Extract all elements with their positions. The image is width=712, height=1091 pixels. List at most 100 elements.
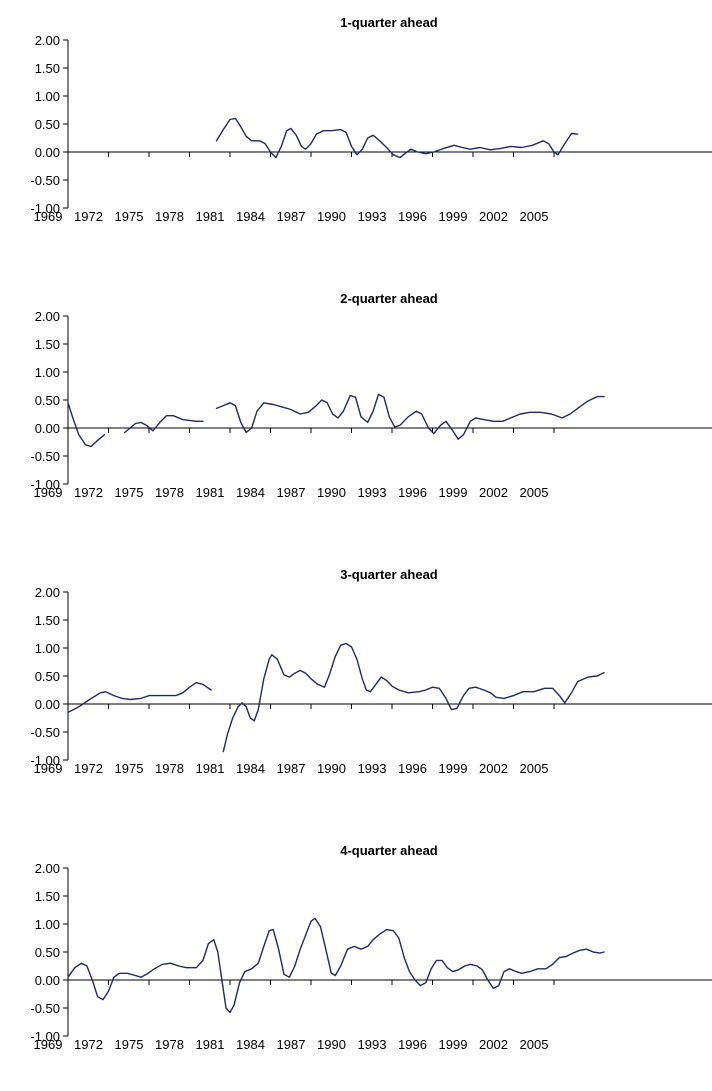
x-tick-label: 1990 [317,485,346,500]
chart-title: 1-quarter ahead [340,15,438,30]
y-tick-label: 2.00 [35,861,60,876]
y-tick-label: 0.50 [35,669,60,684]
x-tick-label: 1993 [358,1037,387,1052]
x-tick-label: 1972 [74,485,103,500]
x-tick-label: 1978 [155,485,184,500]
series-line [68,402,106,448]
x-tick-label: 1984 [236,1037,265,1052]
y-tick-label: 1.00 [35,917,60,932]
y-tick-label: -1.00 [30,201,60,216]
x-tick-label: 1999 [439,1037,468,1052]
series-line [68,682,212,714]
series-group [68,917,605,1014]
x-tick-label: 1990 [317,761,346,776]
chart-panel-4: 4-quarter ahead 2.00 1.50 1.00 0.50 0.00 -0.50… [30,843,712,1052]
x-tick-label: 1987 [277,761,306,776]
x-tick-label: 1987 [277,485,306,500]
y-tick-label: -0.50 [30,1001,60,1016]
series-line [222,642,605,753]
x-tick-label: 1999 [439,485,468,500]
series-line [215,117,579,159]
series-group [215,117,579,159]
y-tick-label: -1.00 [30,1029,60,1044]
x-tick-label: 1984 [236,761,265,776]
x-tick-label: 1978 [155,1037,184,1052]
y-tick-label: 1.00 [35,89,60,104]
x-tick-label: 1981 [196,209,225,224]
x-tick-label: 1984 [236,485,265,500]
x-tick-label: 1969 [34,485,63,500]
x-tick-label: 1975 [115,761,144,776]
y-tick-label: -1.00 [30,477,60,492]
x-tick-label: 1987 [277,209,306,224]
x-tick-label: 1972 [74,209,103,224]
x-tick-label: 1996 [398,485,427,500]
y-tick-label: 1.50 [35,61,60,76]
x-tick-label: 2005 [520,485,549,500]
y-tick-label: 0.00 [35,973,60,988]
series-line [124,415,204,434]
x-tick-label: 2005 [520,209,549,224]
x-tick-label: 1993 [358,209,387,224]
x-tick-label: 2005 [520,1037,549,1052]
chart-title: 4-quarter ahead [340,843,438,858]
y-tick-label: 1.50 [35,889,60,904]
y-tick-label: 0.00 [35,697,60,712]
y-tick-label: 2.00 [35,585,60,600]
x-tick-label: 2005 [520,761,549,776]
x-tick-label: 2002 [479,209,508,224]
y-tick-label: 1.00 [35,365,60,380]
y-tick-label: 0.00 [35,421,60,436]
series-line [68,917,605,1014]
y-tick-label: 2.00 [35,33,60,48]
x-tick-label: 2002 [479,761,508,776]
y-tick-label: 1.50 [35,613,60,628]
x-tick-label: 1981 [196,1037,225,1052]
x-tick-label: 1993 [358,485,387,500]
x-tick-label: 1972 [74,1037,103,1052]
y-tick-label: -0.50 [30,173,60,188]
chart-title: 2-quarter ahead [340,291,438,306]
x-tick-label: 1999 [439,761,468,776]
series-group [68,393,605,448]
x-tick-label: 1978 [155,209,184,224]
x-tick-label: 1975 [115,1037,144,1052]
chart-panel-2: 2-quarter ahead 2.00 1.50 1.00 0.50 0.00 -0.50… [30,291,712,500]
y-tick-label: 0.50 [35,393,60,408]
x-tick-label: 1987 [277,1037,306,1052]
x-tick-label: 1975 [115,485,144,500]
y-tick-label: 0.50 [35,945,60,960]
x-tick-label: 1996 [398,761,427,776]
x-tick-label: 1969 [34,761,63,776]
x-tick-label: 1990 [317,209,346,224]
series-group [68,642,605,753]
y-tick-label: -0.50 [30,725,60,740]
y-tick-label: 1.50 [35,337,60,352]
chart-panel-3: 3-quarter ahead 2.00 1.50 1.00 0.50 0.00 -0.50… [30,567,712,776]
x-tick-label: 2002 [479,1037,508,1052]
x-tick-label: 1972 [74,761,103,776]
x-tick-label: 1999 [439,209,468,224]
x-tick-label: 1978 [155,761,184,776]
x-tick-label: 1996 [398,1037,427,1052]
y-tick-label: -1.00 [30,753,60,768]
x-tick-label: 1981 [196,761,225,776]
x-tick-label: 1981 [196,485,225,500]
series-line [215,393,605,440]
x-tick-label: 1975 [115,209,144,224]
x-tick-label: 2002 [479,485,508,500]
x-tick-label: 1990 [317,1037,346,1052]
x-tick-label: 1996 [398,209,427,224]
y-tick-label: 1.00 [35,641,60,656]
chart-title: 3-quarter ahead [340,567,438,582]
x-tick-label: 1993 [358,761,387,776]
chart-panel-1: 1-quarter ahead 2.00 1.50 1.00 0.50 0.00 -0.50… [30,15,712,224]
x-tick-label: 1969 [34,209,63,224]
y-tick-label: 0.50 [35,117,60,132]
y-tick-label: 2.00 [35,309,60,324]
x-tick-label: 1969 [34,1037,63,1052]
y-tick-label: 0.00 [35,145,60,160]
y-tick-label: -0.50 [30,449,60,464]
x-tick-label: 1984 [236,209,265,224]
